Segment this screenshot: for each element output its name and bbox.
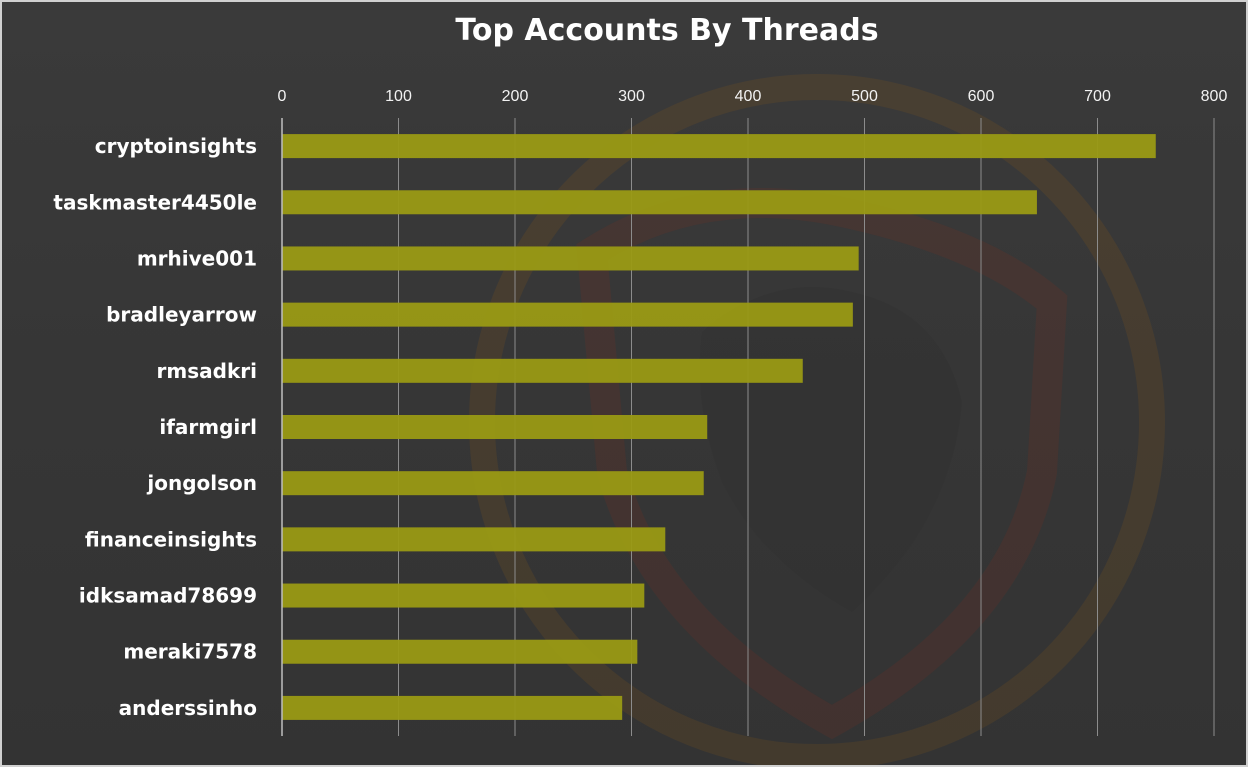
x-tick-label: 300 bbox=[618, 88, 645, 105]
x-tick-label: 600 bbox=[968, 88, 995, 105]
x-tick-label: 500 bbox=[851, 88, 878, 105]
bar-rmsadkri bbox=[282, 358, 803, 383]
category-label: meraki7578 bbox=[123, 640, 257, 664]
category-label: taskmaster4450le bbox=[53, 190, 257, 214]
category-label: idksamad78699 bbox=[79, 584, 257, 608]
x-axis-ticks: 0 100 200 300 400 500 600 700 800 bbox=[278, 88, 1228, 105]
bars bbox=[282, 134, 1156, 720]
chart-title: Top Accounts By Threads bbox=[455, 13, 878, 48]
category-label: financeinsights bbox=[85, 527, 257, 551]
category-label: cryptoinsights bbox=[95, 134, 257, 158]
bar-bradleyarrow bbox=[282, 302, 853, 327]
x-tick-label: 700 bbox=[1084, 88, 1111, 105]
category-label: bradleyarrow bbox=[106, 303, 257, 327]
bar-idksamad78699 bbox=[282, 583, 645, 608]
x-tick-label: 400 bbox=[735, 88, 762, 105]
watermark-emblem-icon bbox=[469, 74, 1165, 765]
bar-anderssinho bbox=[282, 695, 623, 720]
x-tick-label: 100 bbox=[385, 88, 412, 105]
bar-jongolson bbox=[282, 471, 704, 496]
x-tick-label: 800 bbox=[1201, 88, 1228, 105]
bar-meraki7578 bbox=[282, 639, 638, 664]
x-tick-label: 0 bbox=[278, 88, 287, 105]
bar-taskmaster4450le bbox=[282, 190, 1037, 215]
y-axis-categories: cryptoinsights taskmaster4450le mrhive001 b… bbox=[53, 134, 257, 720]
category-label: mrhive001 bbox=[137, 246, 257, 270]
x-tick-label: 200 bbox=[502, 88, 529, 105]
category-label: jongolson bbox=[146, 471, 257, 495]
bar-financeinsights bbox=[282, 527, 666, 552]
category-label: ifarmgirl bbox=[159, 415, 257, 439]
bar-ifarmgirl bbox=[282, 415, 708, 439]
bar-mrhive001 bbox=[282, 246, 859, 271]
bar-cryptoinsights bbox=[282, 134, 1156, 159]
category-label: rmsadkri bbox=[157, 359, 257, 383]
category-label: anderssinho bbox=[119, 696, 257, 720]
